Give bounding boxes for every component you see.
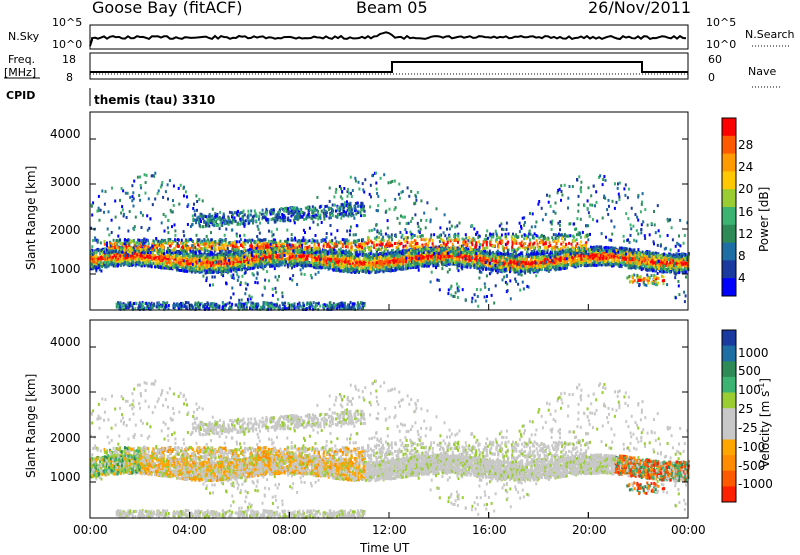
power-main-band-cell: [243, 260, 245, 263]
power-main-band-cell: [296, 263, 298, 266]
power-main-band-cell: [615, 262, 617, 265]
power-main-band-cell: [642, 263, 644, 266]
power-main-band-cell: [395, 263, 397, 266]
nsky-series-line: [90, 32, 686, 46]
power-main-band-cell: [104, 261, 106, 264]
power-main-band-cell: [340, 267, 342, 270]
power-main-band-cell: [513, 262, 515, 265]
power-main-band-cell: [423, 265, 425, 268]
power-main-band-cell: [552, 266, 554, 269]
power-main-band-cell: [395, 260, 397, 263]
power-main-band-cell: [233, 261, 235, 264]
power-main-band-cell: [599, 262, 601, 265]
power-main-band-cell: [461, 260, 463, 263]
freq-panel-frame: [90, 53, 688, 79]
power-main-band-cell: [462, 257, 464, 260]
power-main-band-cell: [585, 258, 587, 261]
power-main-band-cell: [639, 266, 641, 269]
power-main-band-cell: [308, 264, 310, 267]
power-main-band-cell: [134, 258, 136, 261]
power-main-band-cell: [333, 269, 335, 272]
power-main-band-cell: [669, 261, 671, 264]
power-main-band-cell: [605, 260, 607, 263]
power-main-band-cell: [422, 264, 424, 267]
power-main-band-cell: [99, 249, 101, 252]
power-main-band-cell: [155, 262, 157, 265]
power-main-band-cell: [365, 259, 367, 262]
power-main-band-cell: [244, 265, 246, 268]
power-main-band-cell: [646, 256, 648, 259]
power-main-band-cell: [599, 257, 601, 260]
power-main-band-cell: [210, 271, 212, 274]
power-main-band-cell: [238, 268, 240, 271]
power-main-band-cell: [516, 258, 518, 261]
power-panel-bg: [90, 112, 688, 310]
power-main-band-cell: [645, 268, 647, 271]
power-main-band-cell: [598, 254, 600, 257]
power-main-band-cell: [626, 247, 628, 250]
power-main-band-cell: [116, 258, 118, 261]
power-main-band-cell: [330, 255, 332, 258]
power-main-band-cell: [405, 267, 407, 270]
power-main-band-cell: [633, 258, 635, 261]
power-main-band-cell: [189, 269, 191, 272]
power-main-band-cell: [177, 258, 179, 261]
power-main-band-cell: [621, 262, 623, 265]
power-main-band-cell: [101, 265, 103, 268]
power-main-band-cell: [374, 271, 376, 274]
power-main-band-cell: [608, 246, 610, 249]
power-main-band-cell: [590, 263, 592, 266]
power-main-band-cell: [523, 258, 525, 261]
power-main-band-cell: [186, 270, 188, 273]
power-main-band-cell: [248, 251, 250, 254]
power-main-band-cell: [199, 271, 201, 274]
power-main-band-cell: [541, 268, 543, 271]
power-main-band-cell: [376, 261, 378, 264]
power-main-band-cell: [588, 264, 590, 267]
power-main-band-cell: [136, 258, 138, 261]
power-main-band-cell: [649, 269, 651, 272]
power-main-band-cell: [90, 257, 92, 260]
power-main-band-cell: [241, 268, 243, 271]
power-main-band-cell: [446, 264, 448, 267]
power-main-band-cell: [203, 256, 205, 259]
power-main-band-cell: [208, 271, 210, 274]
power-main-band-cell: [342, 269, 344, 272]
power-main-band-cell: [363, 261, 365, 264]
power-main-band-cell: [565, 261, 567, 264]
power-main-band-cell: [139, 261, 141, 264]
power-main-band-cell: [645, 261, 647, 264]
power-main-band-cell: [201, 270, 203, 273]
power-main-band-cell: [516, 255, 518, 258]
power-main-band-cell: [321, 266, 323, 269]
power-main-band-cell: [103, 263, 105, 266]
power-main-band-cell: [336, 258, 338, 261]
power-main-band-cell: [636, 266, 638, 269]
power-main-band-cell: [343, 265, 345, 268]
power-main-band-cell: [648, 251, 650, 254]
freq-series-line: [90, 62, 688, 72]
